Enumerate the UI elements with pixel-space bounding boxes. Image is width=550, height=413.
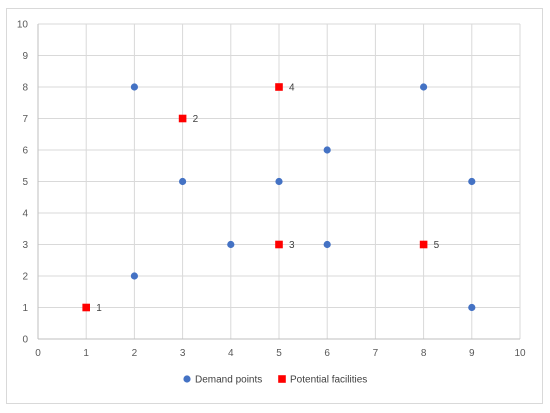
facility-marker [178, 114, 187, 123]
x-tick-label: 2 [132, 348, 138, 359]
y-tick-label: 2 [22, 272, 28, 283]
y-tick-label: 1 [22, 303, 28, 314]
y-tick-label: 0 [22, 335, 28, 346]
legend-marker-demand-points [183, 375, 191, 383]
x-tick-label: 8 [421, 348, 427, 359]
x-tick-label: 1 [83, 348, 89, 359]
demand-point-marker [179, 177, 187, 186]
y-tick-label: 6 [22, 146, 28, 157]
facility-data-label: 5 [434, 240, 440, 251]
demand-point-marker [468, 303, 476, 312]
axes [37, 24, 520, 340]
facility-data-label: 3 [289, 240, 295, 251]
legend-marker-potential-facilities [278, 375, 286, 383]
legend-label: Potential facilities [290, 375, 367, 386]
x-tick-label: 7 [373, 348, 379, 359]
x-tick-label: 0 [35, 348, 41, 359]
y-tick-label: 10 [17, 20, 29, 31]
x-tick-label: 9 [469, 348, 475, 359]
facility-marker [419, 240, 428, 249]
facility-data-label: 1 [96, 303, 102, 314]
data-series [82, 83, 476, 312]
demand-point-marker [130, 272, 138, 280]
facility-marker [275, 240, 283, 249]
demand-point-marker [130, 83, 138, 91]
demand-point-marker [323, 240, 331, 249]
x-tick-label: 10 [514, 348, 526, 359]
tick-labels: 0 1 2 3 4 5 6 7 8 9 10 0 1 2 3 4 5 6 7 8 9 10 [17, 20, 526, 360]
facility-data-label: 4 [289, 83, 295, 94]
y-tick-label: 7 [22, 114, 28, 125]
legend: Demand points Potential facilities [183, 375, 367, 386]
y-tick-label: 4 [22, 209, 28, 220]
y-tick-label: 5 [22, 177, 28, 188]
x-tick-label: 4 [228, 348, 234, 359]
demand-point-marker [275, 177, 283, 186]
facility-data-label: 2 [193, 114, 199, 125]
legend-label: Demand points [195, 375, 262, 386]
y-tick-label: 8 [22, 83, 28, 94]
demand-point-marker [323, 146, 331, 154]
demand-point-marker [420, 83, 428, 91]
demand-point-marker [468, 177, 476, 186]
data-labels: 1 2 3 4 5 [96, 83, 439, 315]
y-tick-label: 9 [22, 51, 28, 62]
facility-marker [82, 303, 90, 312]
x-tick-label: 3 [180, 348, 186, 359]
facility-marker [275, 83, 283, 91]
y-tick-label: 3 [22, 240, 28, 251]
x-tick-label: 5 [276, 348, 282, 359]
x-tick-label: 6 [324, 348, 330, 359]
demand-point-marker [227, 240, 235, 249]
chart-container [6, 8, 543, 404]
